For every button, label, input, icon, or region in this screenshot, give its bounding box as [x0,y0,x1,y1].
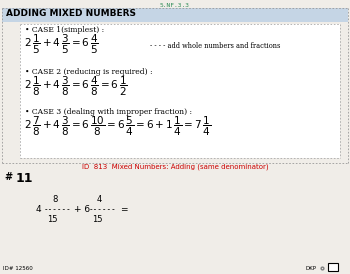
Text: • CASE 3 (dealing with improper fraction) :: • CASE 3 (dealing with improper fraction… [25,108,192,116]
Bar [328,263,338,271]
Text: DKP: DKP [305,266,316,271]
Text: ------: ------ [89,205,117,214]
Bar [20,24,340,158]
Text: ------: ------ [44,205,72,214]
Text: + 6: + 6 [74,205,90,214]
Text: • CASE 2 (reducing is required) :: • CASE 2 (reducing is required) : [25,68,153,76]
Text: 4: 4 [36,205,42,214]
Text: ID# 12560: ID# 12560 [3,266,33,271]
Text: ID  813  Mixed Numbers: Adding (same denominator): ID 813 Mixed Numbers: Adding (same denom… [82,164,268,170]
Text: $2\,\dfrac{7}{8}+4\,\dfrac{3}{8}=6\,\dfrac{10}{8}=6\,\dfrac{5}{4}=6+1\,\dfrac{1}: $2\,\dfrac{7}{8}+4\,\dfrac{3}{8}=6\,\dfr… [24,115,211,138]
Text: 11: 11 [16,172,34,185]
Text: 4: 4 [97,195,102,204]
Text: 15: 15 [92,215,103,224]
Text: ADDING MIXED NUMBERS: ADDING MIXED NUMBERS [6,9,136,18]
Text: 8: 8 [52,195,57,204]
Text: • CASE 1(simplest) :: • CASE 1(simplest) : [25,26,104,34]
Bar [2,8,348,22]
Text: 5.NF.3.3: 5.NF.3.3 [160,3,190,8]
Text: $2\,\dfrac{1}{5}+4\,\dfrac{3}{5}=6\,\dfrac{4}{5}$: $2\,\dfrac{1}{5}+4\,\dfrac{3}{5}=6\,\dfr… [24,33,99,56]
Text: #: # [4,172,12,182]
Text: =: = [120,205,127,214]
Text: - - - - add whole numbers and fractions: - - - - add whole numbers and fractions [150,42,280,50]
Text: 15: 15 [47,215,57,224]
Text: $2\,\dfrac{1}{8}+4\,\dfrac{3}{8}=6\,\dfrac{4}{8}=6\,\dfrac{1}{2}$: $2\,\dfrac{1}{8}+4\,\dfrac{3}{8}=6\,\dfr… [24,75,128,98]
